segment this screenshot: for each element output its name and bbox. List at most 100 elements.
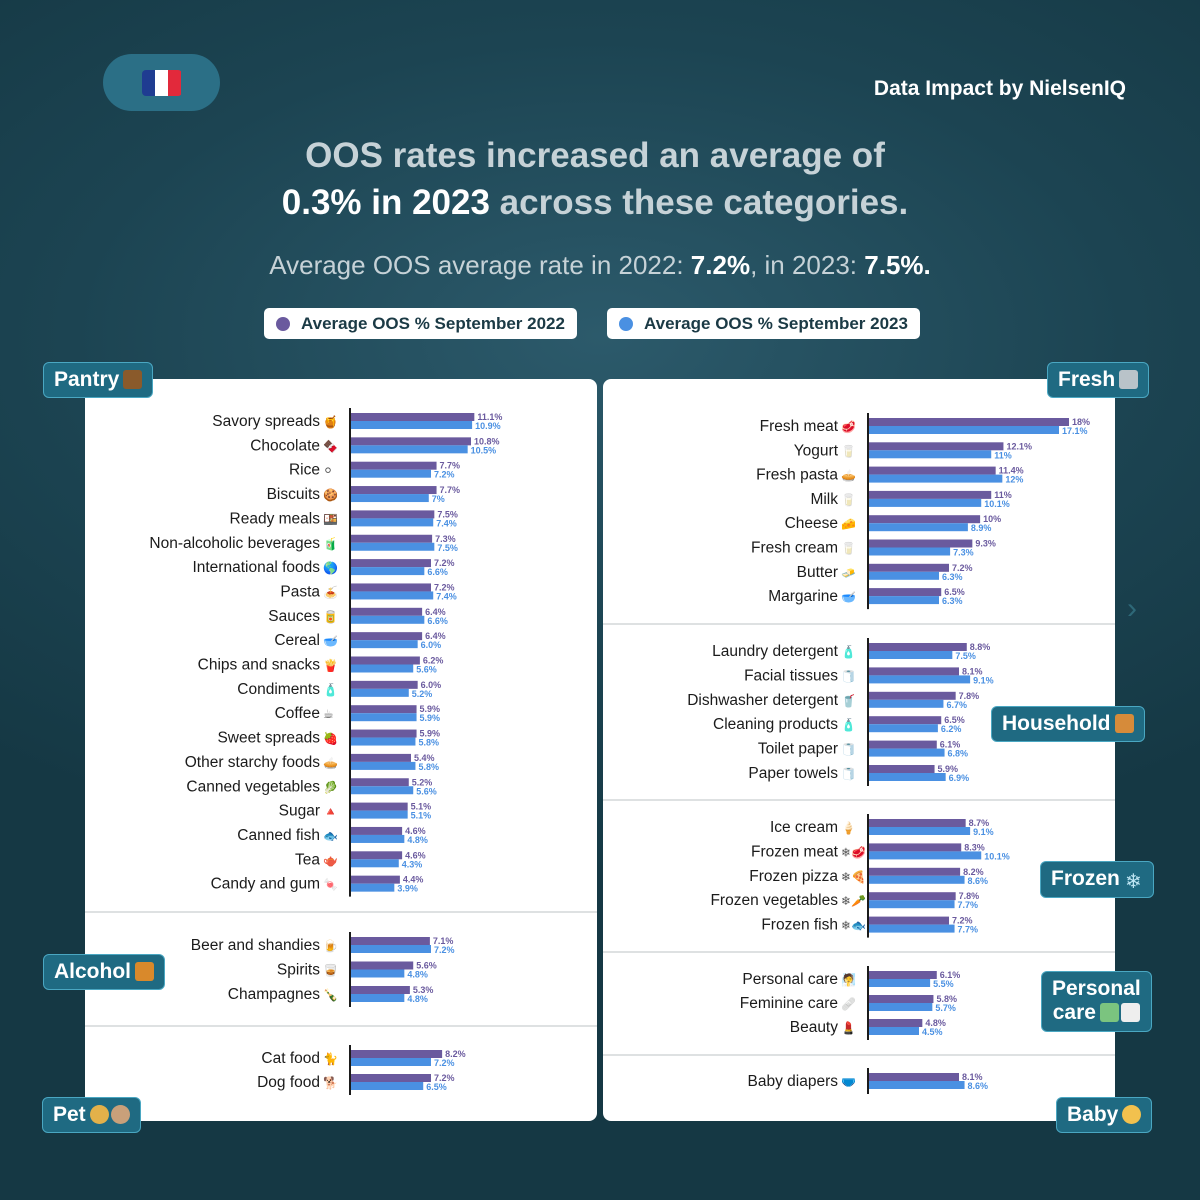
bar-2022-chips-and-snacks — [351, 656, 420, 665]
subtitle-value-2023: 7.5%. — [864, 250, 931, 280]
value-label-2022-cereal: 6.4% — [425, 631, 446, 641]
headline-highlight: 0.3% in 2023 — [281, 183, 490, 222]
category-emoji-fresh-pasta: 🥧 — [841, 469, 856, 483]
category-label-milk: Milk — [810, 491, 838, 508]
value-label-2022-condiments: 6.0% — [421, 680, 442, 690]
legend-2022: Average OOS % September 2022 — [264, 308, 577, 339]
bar-2023-fresh-cream — [869, 547, 951, 556]
category-emoji-fresh-cream: 🥛 — [841, 542, 856, 556]
value-label-2023-frozen-fish: 7.7% — [958, 925, 979, 935]
bar-2023-other-starchy-foods — [351, 761, 416, 770]
tag-baby: Baby — [1056, 1097, 1153, 1133]
value-label-2022-ice-cream: 8.7% — [969, 818, 990, 828]
bar-2023-spirits — [351, 969, 405, 978]
value-label-2022-baby-diapers: 8.1% — [962, 1072, 983, 1082]
category-label-fresh-cream: Fresh cream — [751, 540, 838, 557]
category-label-baby-diapers: Baby diapers — [748, 1073, 839, 1090]
value-label-2023-yogurt: 11% — [994, 450, 1012, 460]
bar-2022-condiments — [351, 680, 418, 689]
value-label-2022-international-foods: 7.2% — [434, 558, 455, 568]
value-label-2023-dog-food: 6.5% — [426, 1082, 447, 1092]
value-label-2022-fresh-pasta: 11.4% — [999, 466, 1024, 476]
bar-2023-facial-tissues — [869, 675, 971, 684]
tag-alcohol: Alcohol — [43, 954, 165, 990]
legend-dot-2023 — [619, 316, 633, 331]
country-pill — [103, 54, 220, 111]
category-emoji-pasta: 🍝 — [323, 585, 338, 599]
category-label-facial-tissues: Facial tissues — [744, 667, 838, 684]
chevron-right-icon[interactable]: › — [1127, 592, 1137, 625]
value-label-2023-milk: 10.1% — [984, 499, 1010, 509]
value-label-2022-dog-food: 7.2% — [434, 1073, 455, 1083]
bar-2023-dog-food — [351, 1082, 424, 1090]
lotion-bottle-icon — [1120, 1003, 1140, 1022]
bar-2023-butter — [869, 571, 939, 580]
value-label-2022-chocolate: 10.8% — [474, 436, 500, 446]
value-label-2022-margarine: 6.5% — [944, 587, 965, 597]
category-emoji-sweet-spreads: 🍓 — [323, 732, 338, 746]
value-label-2022-chips-and-snacks: 6.2% — [423, 656, 444, 666]
headline-rest: across these categories. — [489, 183, 909, 222]
bar-2023-frozen-vegetables — [869, 900, 955, 909]
bar-2023-chips-and-snacks — [351, 664, 414, 673]
snowflake-icon: ❄ — [1124, 871, 1142, 893]
category-label-toilet-paper: Toilet paper — [758, 741, 838, 758]
bar-2023-milk — [869, 498, 982, 507]
category-label-frozen-pizza: Frozen pizza — [749, 868, 838, 885]
bar-2023-fresh-meat — [869, 426, 1059, 434]
legend-2023: Average OOS % September 2023 — [607, 308, 920, 339]
value-label-2023-butter: 6.3% — [942, 572, 963, 582]
category-label-beauty: Beauty — [790, 1019, 839, 1036]
bar-2023-canned-fish — [351, 834, 405, 843]
bar-2022-feminine-care — [869, 995, 934, 1003]
category-label-frozen-meat: Frozen meat — [751, 843, 839, 860]
bar-2022-frozen-pizza — [869, 867, 961, 876]
tag-frozen-label: Frozen — [1051, 867, 1120, 890]
value-label-2022-dishwasher-detergent: 7.8% — [959, 691, 980, 701]
category-label-condiments: Condiments — [237, 681, 320, 698]
legend-dot-2022 — [276, 316, 290, 331]
value-label-2022-coffee: 5.9% — [420, 704, 441, 714]
baby-face-icon — [1122, 1105, 1142, 1124]
bar-2023-frozen-fish — [869, 924, 955, 933]
category-emoji-other-starchy-foods: 🥧 — [323, 756, 338, 770]
category-emoji-cheese: 🧀 — [841, 517, 856, 531]
bar-2023-cheese — [869, 523, 968, 532]
category-label-butter: Butter — [797, 564, 838, 581]
value-label-2022-cat-food: 8.2% — [445, 1049, 466, 1059]
category-emoji-frozen-meat: ❄🥩 — [841, 845, 866, 859]
bar-2023-frozen-meat — [869, 851, 982, 860]
category-label-laundry-detergent: Laundry detergent — [712, 643, 839, 660]
bar-2023-sauces — [351, 615, 425, 624]
tag-fresh: Fresh — [1047, 362, 1150, 398]
value-label-2023-baby-diapers: 8.6% — [968, 1081, 989, 1091]
value-label-2023-cheese: 8.9% — [971, 523, 992, 533]
bar-2022-frozen-fish — [869, 916, 949, 925]
value-label-2023-margarine: 6.3% — [942, 596, 963, 606]
value-label-2023-paper-towels: 6.9% — [949, 773, 970, 783]
tag-personal-care-line2: care — [1052, 1001, 1096, 1024]
value-label-2022-paper-towels: 5.9% — [938, 764, 959, 774]
category-emoji-champagnes: 🍾 — [323, 988, 338, 1002]
category-emoji-cleaning-products: 🧴 — [841, 718, 856, 732]
category-emoji-cereal: 🥣 — [323, 634, 338, 648]
value-label-2022-feminine-care: 5.8% — [936, 994, 957, 1004]
bar-2022-cleaning-products — [869, 716, 942, 725]
bar-2022-chocolate — [351, 437, 471, 446]
bar-2022-pasta — [351, 583, 431, 592]
legend-label-2022: Average OOS % September 2022 — [301, 313, 565, 333]
category-emoji-spirits: 🥃 — [323, 964, 338, 978]
bar-2022-butter — [869, 563, 949, 572]
value-label-2023-savory-spreads: 10.9% — [475, 421, 501, 431]
value-label-2023-spirits: 4.8% — [407, 970, 428, 980]
category-emoji-ice-cream: 🍦 — [841, 821, 856, 835]
category-label-frozen-fish: Frozen fish — [761, 917, 838, 934]
category-label-international-foods: International foods — [192, 559, 320, 576]
category-label-sugar: Sugar — [279, 803, 320, 820]
value-label-2023-frozen-meat: 10.1% — [984, 851, 1010, 861]
bar-2022-beauty — [869, 1019, 923, 1027]
value-label-2022-sauces: 6.4% — [425, 607, 446, 617]
bar-2022-canned-vegetables — [351, 778, 409, 787]
value-label-2022-milk: 11% — [994, 490, 1012, 500]
subtitle-prefix: Average OOS average rate in 2022: — [269, 250, 691, 280]
